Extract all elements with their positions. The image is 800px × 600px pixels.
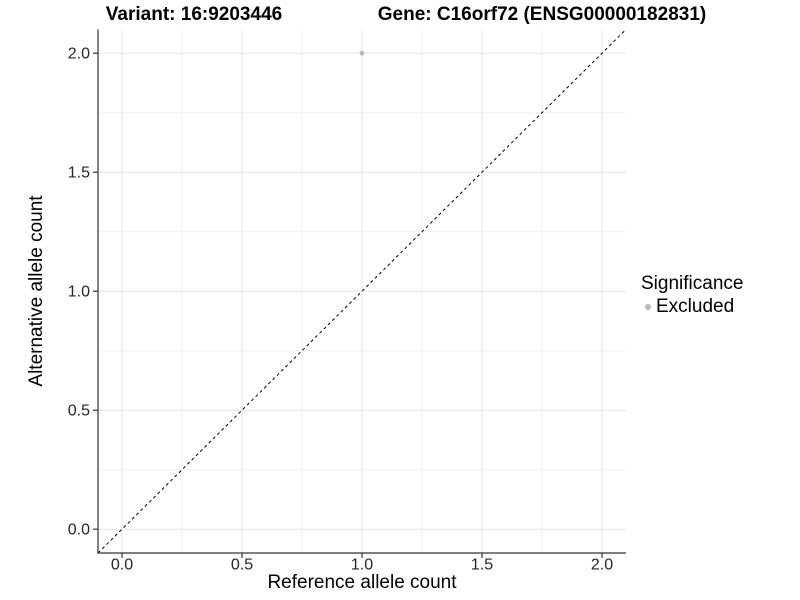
plot-title-gene: Gene: C16orf72 (ENSG00000182831) [377,4,707,25]
y-tick-label: 1.5 [68,165,90,182]
y-tick-label: 2.0 [68,46,90,63]
legend-key-dot-icon [645,304,651,310]
x-tick-label: 0.5 [231,557,253,574]
legend-item-excluded: Excluded [645,296,743,318]
x-tick-label: 1.0 [351,557,373,574]
y-tick-label: 0.5 [68,403,90,420]
legend: Significance Excluded [641,273,743,318]
x-tick-label: 0.0 [111,557,133,574]
data-point-excluded [359,50,365,56]
y-axis-title: Alternative allele count [26,195,47,387]
y-tick-label: 0.0 [68,522,90,539]
x-axis-title: Reference allele count [267,572,457,593]
y-tick-label: 1.0 [68,284,90,301]
identity-dashed-line [97,29,627,554]
plot-title-variant: Variant: 16:9203446 [105,4,283,25]
legend-item-label: Excluded [656,296,735,317]
x-tick-label: 2.0 [591,557,613,574]
legend-title: Significance [641,273,744,294]
x-tick-label: 1.5 [471,557,493,574]
